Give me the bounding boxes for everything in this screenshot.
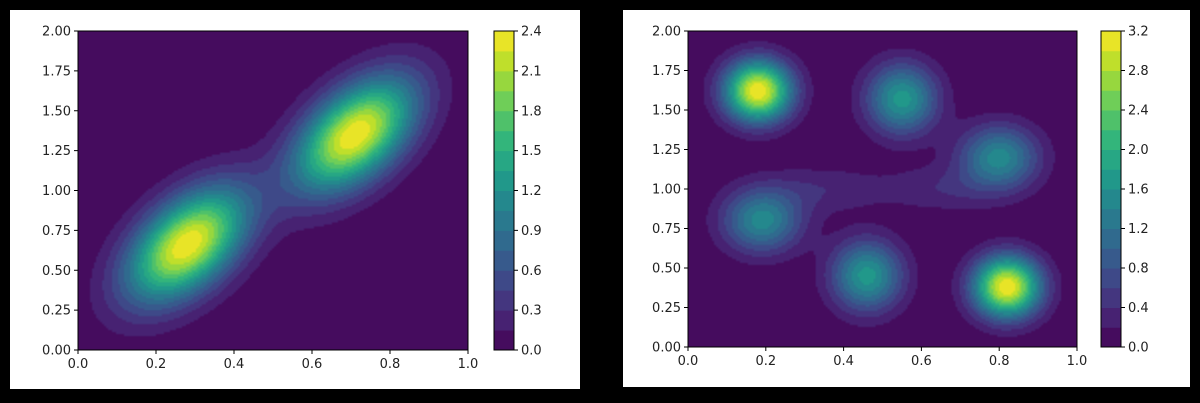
colorbar-tick-label: 1.5	[521, 144, 542, 159]
colorbar-band	[1101, 31, 1121, 52]
right-contour-plot: 0.0 0.2 0.4 0.6 0.8 1.0 0.00 0.25 0.50 0.75 1.00 1.…	[652, 25, 1149, 370]
colorbar-band	[494, 190, 514, 211]
y-tick-label: 0.50	[42, 264, 71, 279]
y-tick-label: 1.50	[42, 104, 71, 119]
colorbar-tick-label: 0.8	[1128, 262, 1149, 277]
colorbar-band	[494, 50, 514, 72]
y-tick-label: 0.75	[42, 224, 71, 239]
y-tick-label: 0.75	[652, 222, 681, 237]
x-tick-label: 0.4	[224, 357, 245, 372]
colorbar-band	[494, 270, 514, 291]
y-tick-label: 1.25	[42, 144, 71, 159]
y-tick-label: 2.00	[652, 25, 681, 40]
colorbar-tick-label: 2.4	[521, 25, 542, 40]
x-tick-label: 0.8	[989, 354, 1010, 369]
contour-field	[688, 31, 1077, 347]
colorbar-band	[1101, 327, 1121, 348]
colorbar-tick-label: 0.6	[521, 264, 542, 279]
colorbar-band	[1101, 307, 1121, 328]
colorbar-band	[1101, 287, 1121, 308]
colorbar-band	[1101, 70, 1121, 91]
colorbar-tick-label: 0.9	[521, 224, 542, 239]
y-tick-label: 0.00	[652, 341, 681, 356]
colorbar-band	[494, 310, 514, 331]
colorbar-band	[494, 130, 514, 152]
x-tick-label: 0.4	[833, 354, 854, 369]
colorbar-band	[494, 210, 514, 231]
x-tick-label: 0.0	[678, 354, 699, 369]
y-tick-label: 2.00	[42, 25, 71, 40]
colorbar-band	[1101, 90, 1121, 111]
x-tick-label: 0.2	[755, 354, 776, 369]
y-tick-label: 1.25	[652, 143, 681, 158]
x-tick-label: 0.8	[380, 357, 401, 372]
x-tick-label: 1.0	[458, 357, 479, 372]
colorbar-band	[1101, 228, 1121, 249]
colorbar-band	[1101, 50, 1121, 71]
y-tick-label: 1.75	[652, 64, 681, 79]
colorbar-tick-label: 2.1	[521, 64, 542, 79]
x-tick-label: 0.6	[302, 357, 323, 372]
colorbar-band	[1101, 189, 1121, 210]
colorbar-tick-label: 0.4	[1128, 301, 1149, 316]
left-contour-plot: 0.0 0.2 0.4 0.6 0.8 1.0 0.00 0.25 0.50 0.75 1.00 1.…	[42, 25, 542, 373]
colorbar-band	[494, 90, 514, 112]
colorbar-band	[494, 230, 514, 251]
contour-field	[78, 31, 468, 350]
colorbar-band	[1101, 129, 1121, 150]
y-tick-label: 1.50	[652, 104, 681, 119]
colorbar-band	[494, 250, 514, 271]
right-contour-panel: 0.0 0.2 0.4 0.6 0.8 1.0 0.00 0.25 0.50 0.75 1.00 1.…	[623, 10, 1190, 387]
x-tick-label: 1.0	[1067, 354, 1088, 369]
left-contour-panel: 0.0 0.2 0.4 0.6 0.8 1.0 0.00 0.25 0.50 0.75 1.00 1.…	[10, 10, 580, 389]
x-tick-label: 0.0	[68, 357, 89, 372]
colorbar-tick-label: 2.8	[1128, 64, 1149, 79]
colorbar-tick-label: 1.2	[521, 184, 542, 199]
y-tick-label: 1.00	[42, 184, 71, 199]
y-tick-label: 0.25	[42, 304, 71, 319]
colorbar-band	[1101, 208, 1121, 229]
colorbar-tick-label: 2.4	[1128, 104, 1149, 119]
colorbar-band	[1101, 169, 1121, 190]
colorbar-band	[1101, 110, 1121, 131]
y-tick-label: 0.50	[652, 262, 681, 277]
colorbar-tick-label: 3.2	[1128, 25, 1149, 40]
y-tick-label: 0.25	[652, 301, 681, 316]
colorbar-band	[1101, 248, 1121, 269]
colorbar-tick-label: 2.0	[1128, 143, 1149, 158]
colorbar-tick-label: 0.3	[521, 304, 542, 319]
colorbar-band	[494, 70, 514, 92]
colorbar-band	[494, 330, 514, 351]
colorbar-band	[494, 170, 514, 191]
y-tick-label: 1.00	[652, 183, 681, 198]
colorbar-tick-label: 1.6	[1128, 183, 1149, 198]
colorbar-band	[494, 150, 514, 172]
colorbar-band	[494, 290, 514, 311]
colorbar-tick-label: 0.0	[1128, 341, 1149, 356]
x-tick-label: 0.2	[146, 357, 167, 372]
colorbar-tick-label: 0.0	[521, 344, 542, 359]
colorbar-band	[494, 31, 514, 52]
colorbar-band	[1101, 149, 1121, 170]
colorbar-band	[494, 110, 514, 132]
y-tick-label: 1.75	[42, 64, 71, 79]
colorbar-tick-label: 1.8	[521, 104, 542, 119]
colorbar-band	[1101, 268, 1121, 289]
x-tick-label: 0.6	[911, 354, 932, 369]
y-tick-label: 0.00	[42, 344, 71, 359]
colorbar-tick-label: 1.2	[1128, 222, 1149, 237]
